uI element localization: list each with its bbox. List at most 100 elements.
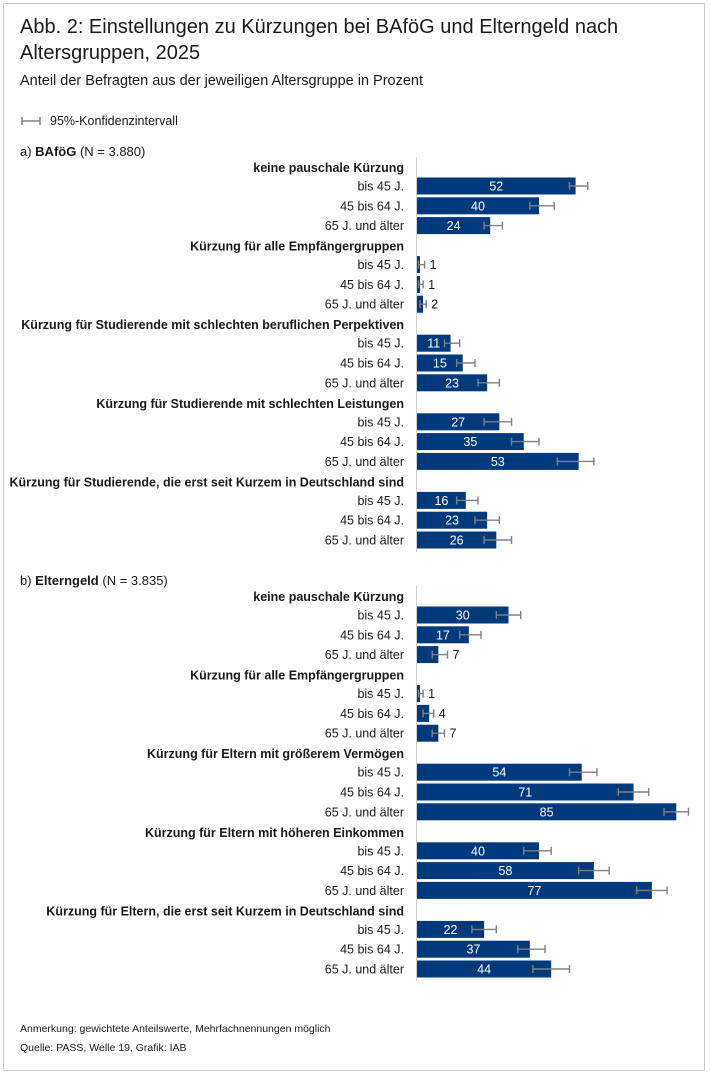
category-label: 65 J. und älter: [325, 884, 404, 898]
bar: [417, 491, 466, 509]
group-label: Kürzung für Eltern mit größerem Vermögen: [147, 747, 404, 761]
bar: [417, 724, 439, 742]
group-label: Kürzung für Studierende mit schlechten b…: [21, 318, 404, 332]
legend: 95%-Konfidenzintervall: [20, 114, 178, 128]
value-label: 52: [489, 180, 503, 194]
value-label: 22: [444, 923, 458, 937]
bar: [417, 334, 451, 352]
group-label: Kürzung für Studierende, die erst seit K…: [9, 475, 404, 489]
group-label: Kürzung für alle Empfängergruppen: [190, 240, 404, 254]
value-label: 23: [445, 514, 459, 528]
bar: [417, 606, 509, 624]
category-label: 45 bis 64 J.: [340, 278, 404, 292]
value-label: 7: [453, 648, 460, 662]
value-label: 44: [477, 963, 491, 977]
category-label: 65 J. und älter: [325, 727, 404, 741]
category-label: 45 bis 64 J.: [340, 199, 404, 213]
value-label: 27: [451, 415, 465, 429]
bar: [417, 940, 530, 958]
value-label: 30: [456, 609, 470, 623]
category-label: bis 45 J.: [357, 494, 404, 508]
value-label: 24: [447, 219, 461, 233]
value-label: 17: [436, 628, 450, 642]
category-label: bis 45 J.: [357, 415, 404, 429]
value-label: 2: [431, 298, 438, 312]
value-label: 7: [449, 727, 456, 741]
bar: [417, 511, 488, 529]
bar: [417, 803, 677, 821]
category-label: 65 J. und älter: [325, 534, 404, 548]
category-label: 65 J. und älter: [325, 648, 404, 662]
value-label: 1: [428, 278, 435, 292]
value-label: 1: [428, 687, 435, 701]
category-label: 65 J. und älter: [325, 805, 404, 819]
figure-frame: [3, 3, 705, 1071]
category-label: 45 bis 64 J.: [340, 435, 404, 449]
category-label: 45 bis 64 J.: [340, 864, 404, 878]
value-label: 15: [433, 357, 447, 371]
category-label: bis 45 J.: [357, 180, 404, 194]
bar: [417, 920, 485, 938]
figure-title: Abb. 2: Einstellungen zu Kürzungen bei B…: [20, 16, 619, 64]
value-label: 16: [434, 494, 448, 508]
category-label: 45 bis 64 J.: [340, 357, 404, 371]
bar: [417, 783, 634, 801]
bar: [417, 433, 524, 451]
legend-label: 95%-Konfidenzintervall: [50, 114, 178, 128]
category-label: 65 J. und älter: [325, 963, 404, 977]
panel-title: a) BAföG (N = 3.880): [20, 144, 145, 159]
bar: [417, 452, 579, 470]
group-label: Kürzung für Eltern mit höheren Einkommen: [145, 826, 404, 840]
panel-title: b) Elterngeld (N = 3.835): [20, 573, 168, 588]
value-label: 23: [445, 376, 459, 390]
bar: [417, 354, 463, 372]
bar: [417, 531, 497, 549]
category-label: 45 bis 64 J.: [340, 628, 404, 642]
bar: [417, 374, 488, 392]
bar: [417, 881, 652, 899]
group-label: keine pauschale Kürzung: [253, 590, 404, 604]
group-label: Kürzung für Studierende mit schlechten L…: [96, 397, 404, 411]
category-label: 45 bis 64 J.: [340, 786, 404, 800]
bar: [417, 646, 439, 664]
bar: [417, 413, 500, 431]
footnote: Anmerkung: gewichtete Anteilswerte, Mehr…: [20, 1023, 331, 1035]
category-label: bis 45 J.: [357, 844, 404, 858]
value-label: 4: [439, 707, 446, 721]
bar: [417, 842, 539, 860]
value-label: 77: [527, 884, 541, 898]
category-label: bis 45 J.: [357, 258, 404, 272]
confidence-interval-icon: [21, 117, 41, 125]
figure-subtitle: Anteil der Befragten aus der jeweiligen …: [20, 73, 424, 89]
value-label: 37: [466, 943, 480, 957]
bar: [417, 862, 594, 880]
value-label: 26: [450, 534, 464, 548]
value-label: 40: [471, 844, 485, 858]
category-label: bis 45 J.: [357, 923, 404, 937]
category-label: 45 bis 64 J.: [340, 514, 404, 528]
value-label: 58: [498, 864, 512, 878]
category-label: bis 45 J.: [357, 609, 404, 623]
group-label: Kürzung für alle Empfängergruppen: [190, 669, 404, 683]
group-label: keine pauschale Kürzung: [253, 161, 404, 175]
category-label: 65 J. und älter: [325, 219, 404, 233]
bar: [417, 960, 552, 978]
value-label: 40: [471, 199, 485, 213]
value-label: 35: [463, 435, 477, 449]
bar: [417, 177, 576, 195]
category-label: 65 J. und älter: [325, 298, 404, 312]
bar: [417, 217, 491, 235]
source-note: Quelle: PASS, Welle 19, Grafik: IAB: [20, 1042, 187, 1054]
bar: [417, 626, 469, 644]
category-label: bis 45 J.: [357, 337, 404, 351]
category-label: 45 bis 64 J.: [340, 943, 404, 957]
group-label: Kürzung für Eltern, die erst seit Kurzem…: [46, 904, 404, 918]
bar: [417, 763, 582, 781]
bar: [417, 197, 539, 215]
category-label: bis 45 J.: [357, 687, 404, 701]
value-label: 54: [492, 766, 506, 780]
value-label: 85: [540, 805, 554, 819]
category-label: 45 bis 64 J.: [340, 707, 404, 721]
category-label: 65 J. und älter: [325, 376, 404, 390]
